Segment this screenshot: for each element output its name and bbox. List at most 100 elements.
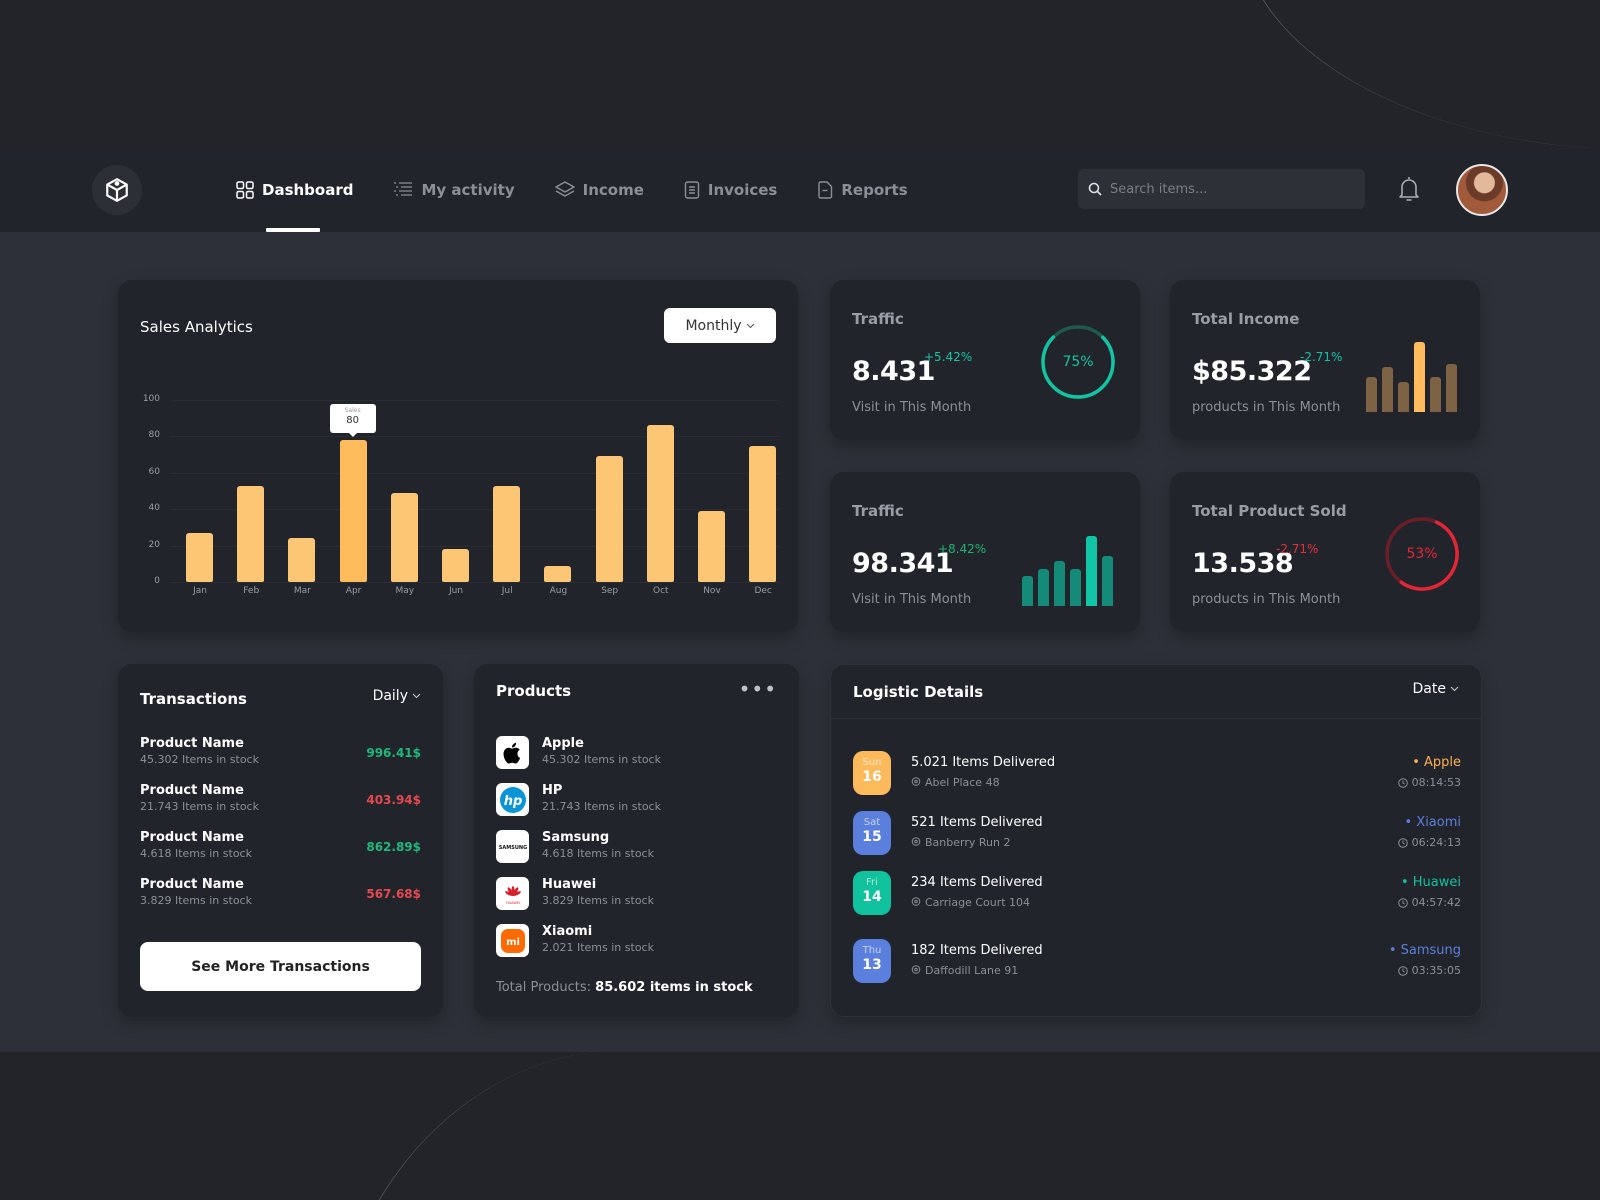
- bar-oct[interactable]: [646, 425, 674, 582]
- nav-invoices[interactable]: Invoices: [684, 148, 777, 232]
- chevron-down-icon: [746, 323, 754, 328]
- location-pin-icon: [911, 965, 921, 974]
- product-row[interactable]: SAMSUNG Samsung 4.618 Items in stock: [496, 830, 777, 866]
- product-stock: 4.618 Items in stock: [542, 847, 654, 860]
- delivery-title: 521 Items Delivered: [911, 815, 1043, 830]
- y-axis-tick: 0: [154, 576, 160, 586]
- bar-mar[interactable]: [288, 538, 316, 582]
- transaction-name: Product Name: [140, 877, 244, 892]
- transaction-row[interactable]: Product Name 21.743 Items in stock 403.9…: [140, 783, 421, 823]
- stat-title: Total Product Sold: [1192, 502, 1347, 520]
- gridline: [170, 400, 780, 401]
- product-stock: 2.021 Items in stock: [542, 941, 654, 954]
- brand-label: • Xiaomi: [1404, 815, 1461, 830]
- product-name: Xiaomi: [542, 924, 593, 939]
- decorative-arc: [1240, 0, 1600, 150]
- logistic-row[interactable]: Sat 15 521 Items Delivered Banberry Run 2 • …: [853, 811, 1461, 857]
- bar-apr[interactable]: [339, 440, 367, 582]
- product-row[interactable]: HUAWEI Huawei 3.829 Items in stock: [496, 877, 777, 913]
- nav-label: Dashboard: [262, 181, 354, 199]
- stat-change: +8.42%: [938, 542, 987, 556]
- products-card: Products ••• Apple 45.302 Items in stock…: [474, 664, 799, 1017]
- more-options-icon[interactable]: •••: [738, 677, 777, 701]
- x-axis-tick: Dec: [754, 586, 772, 596]
- search-input[interactable]: [1110, 181, 1340, 197]
- ring-percent-label: 75%: [1062, 354, 1094, 370]
- user-avatar[interactable]: [1456, 164, 1508, 216]
- chevron-down-icon: [1450, 686, 1459, 692]
- period-dropdown[interactable]: Monthly: [664, 308, 776, 343]
- products-total: Total Products: 85.602 items in stock: [496, 980, 753, 995]
- y-axis-tick: 80: [148, 430, 160, 441]
- product-name: HP: [542, 783, 563, 798]
- logistic-row[interactable]: Sun 16 5.021 Items Delivered Abel Place 48 •…: [853, 751, 1461, 797]
- huawei-logo-icon: HUAWEI: [496, 877, 529, 910]
- delivery-title: 5.021 Items Delivered: [911, 755, 1056, 770]
- total-product-sold-stat-card: Total Product Sold 13.538 -2.71% product…: [1170, 472, 1480, 632]
- nav-income[interactable]: Income: [554, 148, 644, 232]
- see-more-transactions-button[interactable]: See More Transactions: [140, 942, 421, 991]
- stat-change: +5.42%: [924, 350, 973, 364]
- bar-nov[interactable]: [698, 511, 725, 582]
- list-icon: [394, 182, 413, 196]
- transaction-stock: 4.618 Items in stock: [140, 847, 252, 860]
- transactions-period-dropdown[interactable]: Daily: [373, 688, 421, 704]
- x-axis-tick: Mar: [293, 586, 311, 596]
- xiaomi-logo-icon: mi: [496, 924, 529, 957]
- delivery-time: 06:24:13: [1411, 836, 1461, 849]
- nav-reports[interactable]: Reports: [817, 148, 908, 232]
- transaction-name: Product Name: [140, 783, 244, 798]
- nav-label: Reports: [841, 181, 908, 199]
- bar-jan[interactable]: [186, 532, 213, 582]
- mini-bar: [1414, 342, 1425, 412]
- y-axis-tick: 60: [148, 466, 160, 477]
- y-axis-tick: 20: [148, 539, 160, 550]
- logo-button[interactable]: [92, 165, 142, 215]
- logistic-row[interactable]: Thu 13 182 Items Delivered Daffodill Lane 9…: [853, 939, 1461, 985]
- nav-label: My activity: [421, 181, 515, 199]
- transaction-row[interactable]: Product Name 4.618 Items in stock 862.89…: [140, 830, 421, 870]
- apple-logo-icon: [496, 736, 529, 769]
- logistics-sort-dropdown[interactable]: Date: [1413, 681, 1459, 697]
- bell-icon: [1399, 177, 1419, 201]
- date-badge: Fri 14: [853, 871, 891, 915]
- tooltip-label: Sales: [344, 407, 361, 415]
- product-row[interactable]: hp HP 21.743 Items in stock: [496, 783, 777, 819]
- decorative-arc: [325, 1050, 925, 1200]
- transaction-row[interactable]: Product Name 45.302 Items in stock 996.4…: [140, 736, 421, 776]
- bar-aug[interactable]: [544, 565, 572, 582]
- transaction-amount: 567.68$: [366, 887, 421, 901]
- bar-jul[interactable]: [493, 485, 521, 582]
- x-axis-tick: Jan: [193, 586, 207, 596]
- transaction-name: Product Name: [140, 830, 244, 845]
- stat-subtitle: products in This Month: [1192, 592, 1341, 607]
- stat-change: -2.71%: [1276, 542, 1319, 556]
- mini-bar: [1038, 569, 1049, 606]
- product-name: Apple: [542, 736, 584, 751]
- svg-text:SAMSUNG: SAMSUNG: [498, 845, 526, 851]
- date-number: 15: [862, 829, 882, 845]
- bar-sep[interactable]: [595, 456, 623, 582]
- logistic-row[interactable]: Fri 14 234 Items Delivered Carriage Court 1…: [853, 871, 1461, 917]
- nav-my-activity[interactable]: My activity: [393, 148, 515, 232]
- stat-subtitle: Visit in This Month: [852, 400, 972, 415]
- ring-chart-icon: [1041, 325, 1115, 399]
- mini-bar: [1070, 569, 1081, 606]
- sales-bar-chart: 0 20 40 60 80 100 Jan Feb Mar Apr Sales 80 May Jun Jul…: [140, 392, 780, 612]
- search-box: [1078, 169, 1365, 209]
- x-axis-tick: Oct: [653, 586, 669, 596]
- transaction-row[interactable]: Product Name 3.829 Items in stock 567.68…: [140, 877, 421, 917]
- nav-dashboard[interactable]: Dashboard: [236, 148, 353, 232]
- mini-bar: [1022, 576, 1033, 606]
- day-label: Thu: [862, 945, 882, 956]
- bar-may[interactable]: [390, 492, 418, 582]
- mini-bar: [1086, 536, 1097, 606]
- product-row[interactable]: mi Xiaomi 2.021 Items in stock: [496, 924, 777, 960]
- bar-dec[interactable]: [749, 445, 777, 582]
- bar-feb[interactable]: [237, 485, 265, 582]
- bar-jun[interactable]: [442, 549, 469, 582]
- notifications-button[interactable]: [1398, 175, 1420, 207]
- product-row[interactable]: Apple 45.302 Items in stock: [496, 736, 777, 772]
- nav-label: Income: [582, 181, 644, 199]
- brand-label: • Samsung: [1388, 943, 1461, 958]
